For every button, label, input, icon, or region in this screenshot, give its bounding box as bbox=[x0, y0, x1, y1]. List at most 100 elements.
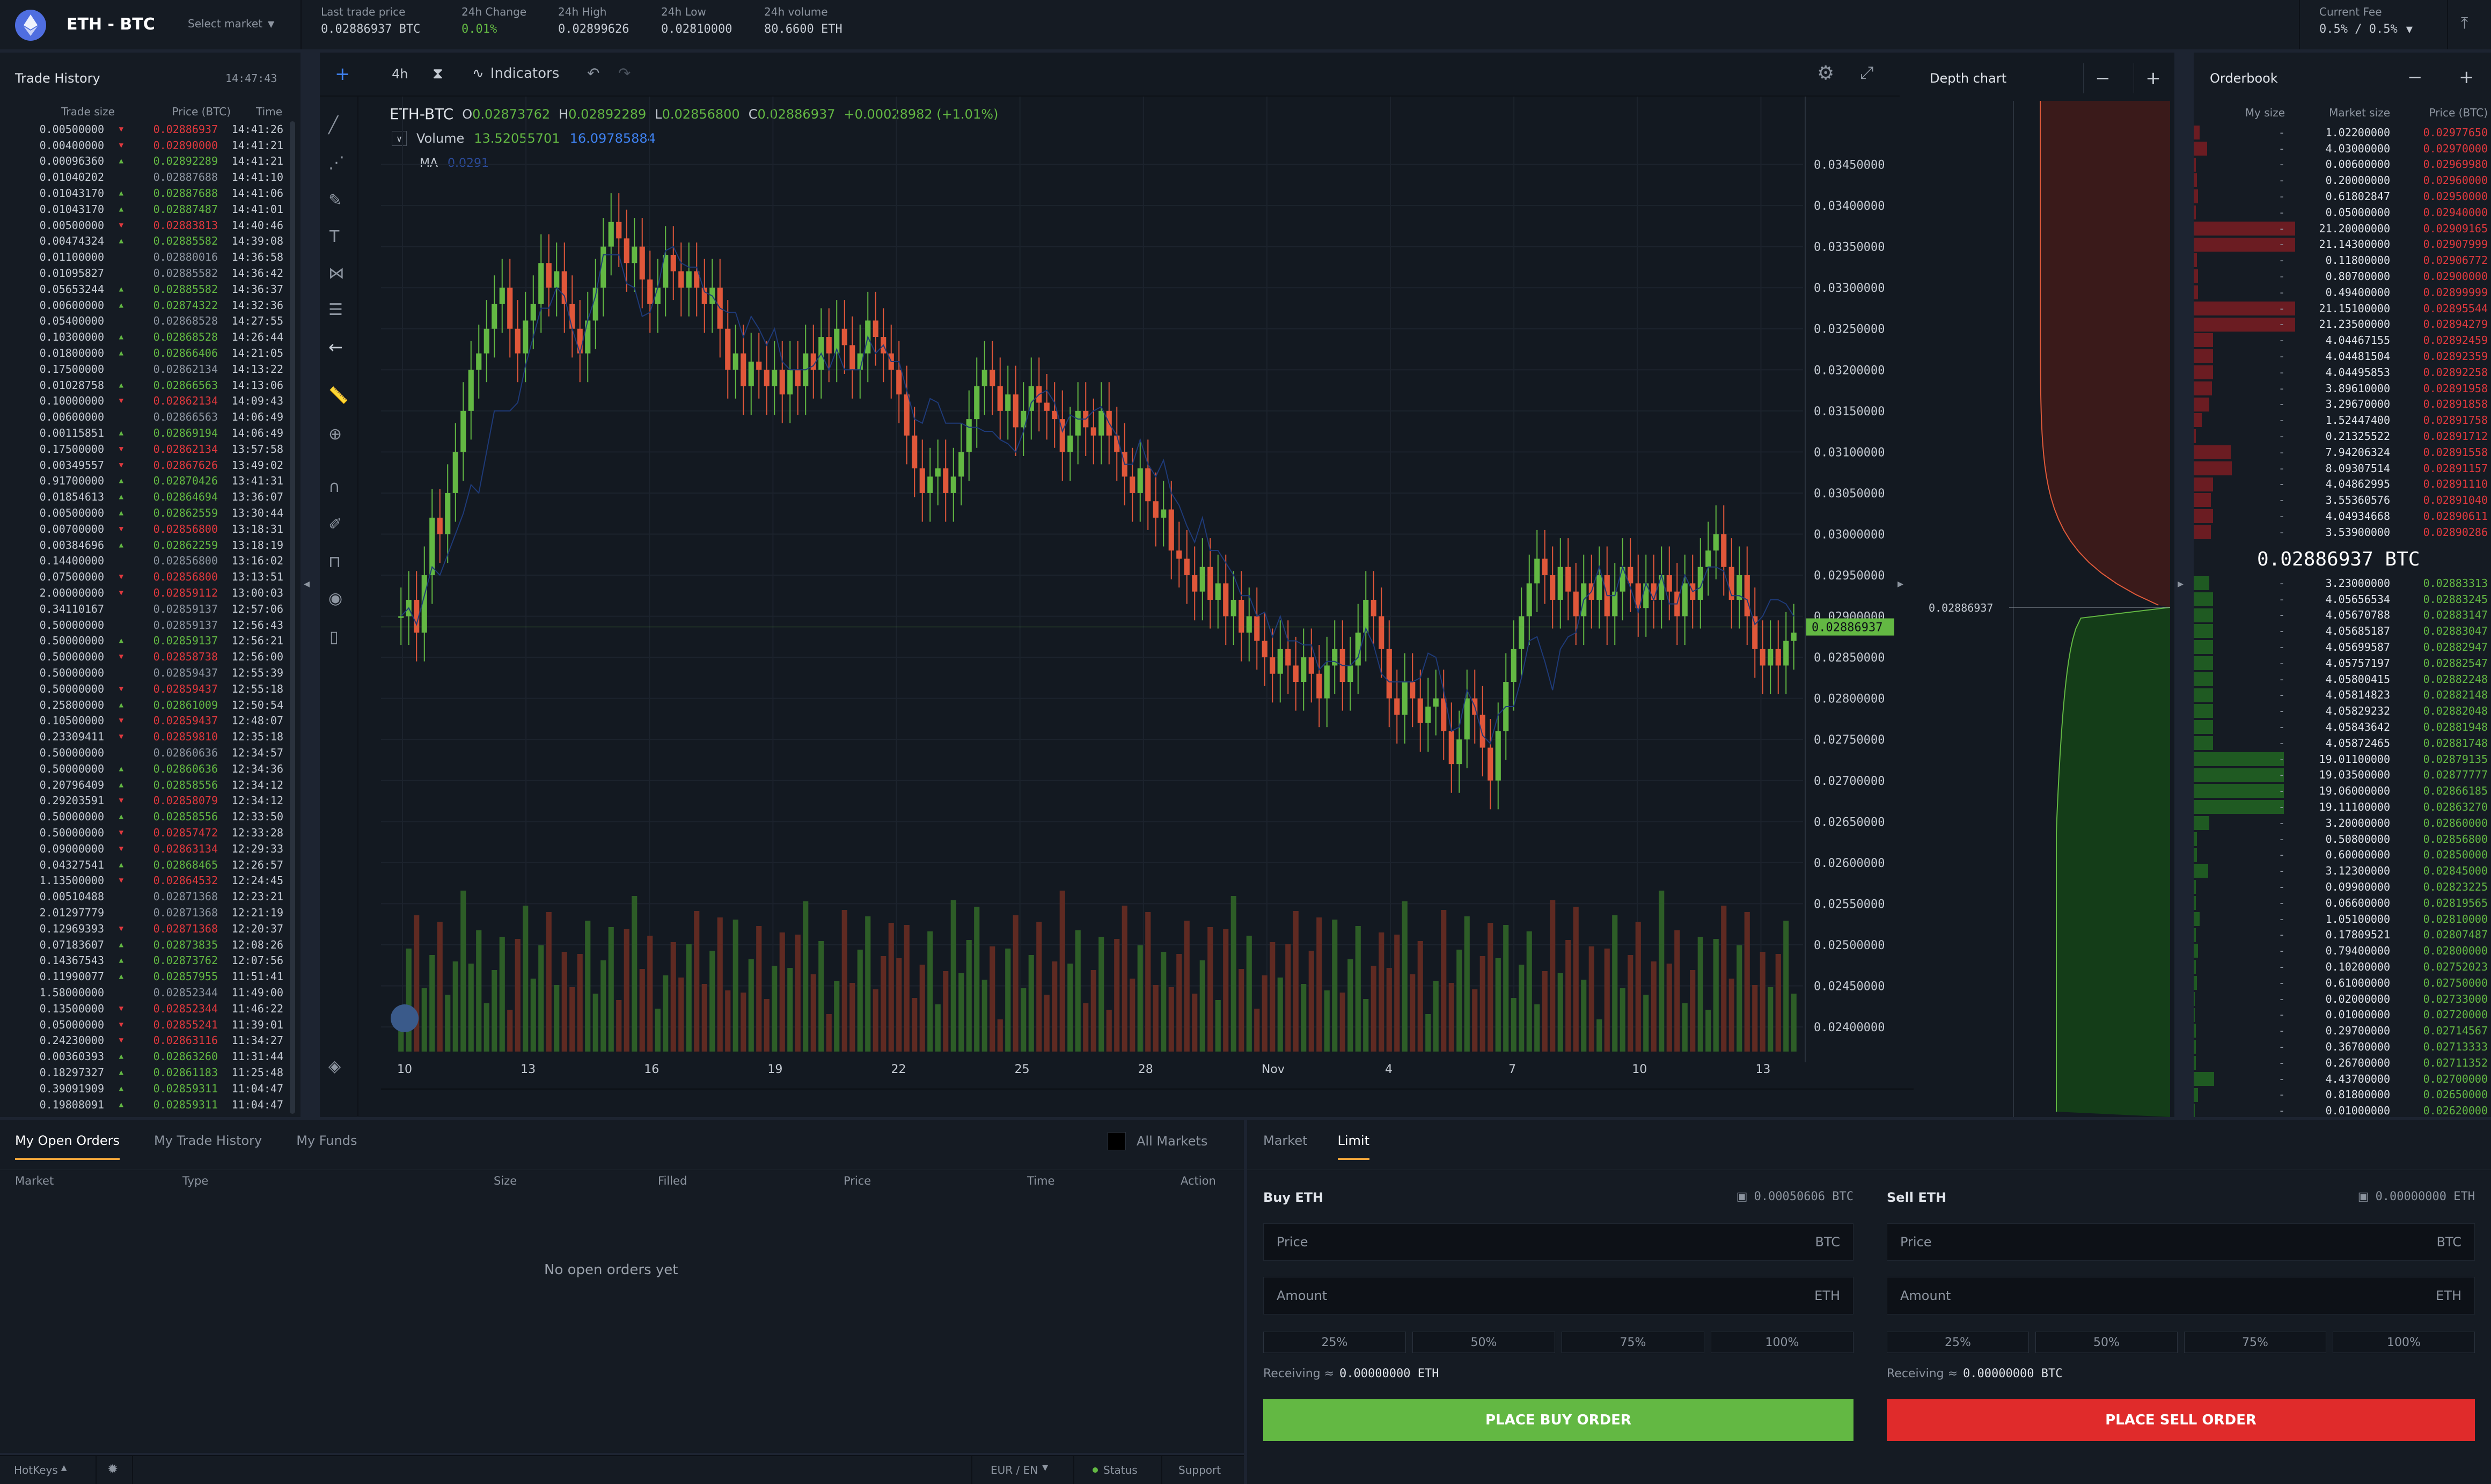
sell-amount-input[interactable]: Amount ETH bbox=[1887, 1277, 2475, 1314]
ask-row[interactable]: - 4.04467155 0.02892459 bbox=[2194, 332, 2491, 348]
locale-selector[interactable]: EUR / EN ▼ bbox=[991, 1464, 1048, 1476]
ask-row[interactable]: - 1.52447400 0.02891758 bbox=[2194, 412, 2491, 428]
pct-25-button[interactable]: 25% bbox=[1887, 1332, 2029, 1353]
bid-row[interactable]: - 3.12300000 0.02845000 bbox=[2194, 863, 2491, 879]
checkbox[interactable] bbox=[1108, 1132, 1126, 1150]
bid-row[interactable]: - 4.05800415 0.02882248 bbox=[2194, 671, 2491, 687]
pct-50-button[interactable]: 50% bbox=[1412, 1332, 1555, 1353]
ask-row[interactable]: - 3.89610000 0.02891958 bbox=[2194, 380, 2491, 396]
collapse-icon[interactable]: ∨ bbox=[392, 131, 407, 146]
ask-row[interactable]: - 4.04934668 0.02890611 bbox=[2194, 508, 2491, 524]
bid-row[interactable]: - 4.05872465 0.02881748 bbox=[2194, 735, 2491, 751]
settings-icon[interactable]: ⚙ bbox=[1817, 62, 1835, 84]
buy-price-input[interactable]: Price BTC bbox=[1263, 1223, 1853, 1261]
zoom-in-button[interactable]: + bbox=[2459, 67, 2474, 88]
bid-row[interactable]: - 4.05685187 0.02883047 bbox=[2194, 623, 2491, 639]
ask-row[interactable]: - 7.94206324 0.02891558 bbox=[2194, 444, 2491, 460]
bid-row[interactable]: - 19.11100000 0.02863270 bbox=[2194, 799, 2491, 815]
ask-row[interactable]: - 0.80700000 0.02900000 bbox=[2194, 268, 2491, 284]
pct-75-button[interactable]: 75% bbox=[1562, 1332, 1704, 1353]
bid-row[interactable]: - 0.01000000 0.02620000 bbox=[2194, 1103, 2491, 1117]
bid-row[interactable]: - 0.50800000 0.02856800 bbox=[2194, 831, 2491, 847]
bid-row[interactable]: - 0.79400000 0.02800000 bbox=[2194, 943, 2491, 959]
ask-row[interactable]: - 4.04495853 0.02892258 bbox=[2194, 364, 2491, 380]
select-market-dropdown[interactable]: Select market ▼ bbox=[188, 17, 274, 30]
depth-chart[interactable]: 0.02886937 bbox=[1914, 101, 2174, 1117]
ask-row[interactable]: - 0.21325522 0.02891712 bbox=[2194, 428, 2491, 444]
zoom-out-button[interactable]: − bbox=[2407, 67, 2423, 88]
place-sell-order-button[interactable]: PLACE SELL ORDER bbox=[1887, 1399, 2475, 1441]
candlestick-chart[interactable]: 0.03450000 0.03400000 0.03350000 0.03300000… bbox=[381, 97, 1934, 1111]
back-arrow-icon[interactable]: ← bbox=[328, 337, 343, 357]
lock-pencil-icon[interactable]: ✐ bbox=[328, 515, 342, 534]
bid-row[interactable]: - 0.29700000 0.02714567 bbox=[2194, 1023, 2491, 1039]
ask-row[interactable]: - 21.20000000 0.02909165 bbox=[2194, 221, 2491, 237]
bid-row[interactable]: - 4.05843642 0.02881948 bbox=[2194, 719, 2491, 735]
bid-row[interactable]: - 0.02000000 0.02733000 bbox=[2194, 991, 2491, 1007]
tab-market[interactable]: Market bbox=[1263, 1133, 1308, 1148]
tab-limit[interactable]: Limit bbox=[1337, 1133, 1369, 1160]
ask-row[interactable]: - 0.11800000 0.02906772 bbox=[2194, 252, 2491, 268]
fib-tool-icon[interactable]: ⋰ bbox=[328, 153, 345, 172]
ask-row[interactable]: - 0.05000000 0.02940000 bbox=[2194, 204, 2491, 221]
bid-row[interactable]: - 3.20000000 0.02860000 bbox=[2194, 815, 2491, 831]
text-tool-icon[interactable]: T bbox=[329, 227, 340, 246]
bid-row[interactable]: - 4.43700000 0.02700000 bbox=[2194, 1071, 2491, 1087]
theme-icon[interactable]: ✹ bbox=[107, 1461, 119, 1476]
ask-row[interactable]: - 21.23500000 0.02894279 bbox=[2194, 317, 2491, 333]
all-markets-toggle[interactable]: All Markets bbox=[1108, 1132, 1207, 1150]
zoom-icon[interactable]: ⊕ bbox=[328, 425, 342, 444]
ask-row[interactable]: - 21.15100000 0.02895544 bbox=[2194, 300, 2491, 317]
lock-icon[interactable]: ⊓ bbox=[328, 553, 341, 571]
buy-amount-input[interactable]: Amount ETH bbox=[1263, 1277, 1853, 1314]
bid-row[interactable]: - 4.05670788 0.02883147 bbox=[2194, 607, 2491, 623]
redo-icon[interactable]: ↷ bbox=[618, 64, 631, 82]
indicators-button[interactable]: ∿ Indicators bbox=[472, 65, 559, 82]
pct-25-button[interactable]: 25% bbox=[1263, 1332, 1406, 1353]
brush-icon[interactable]: ✎ bbox=[328, 191, 342, 210]
trash-icon[interactable]: ▯ bbox=[329, 628, 339, 647]
pattern-icon[interactable]: ⋈ bbox=[328, 264, 345, 283]
bid-row[interactable]: - 4.05656534 0.02883245 bbox=[2194, 591, 2491, 607]
bid-row[interactable]: - 4.05757197 0.02882547 bbox=[2194, 655, 2491, 671]
bid-row[interactable]: - 0.60000000 0.02850000 bbox=[2194, 847, 2491, 863]
ask-row[interactable]: - 1.02200000 0.02977650 bbox=[2194, 124, 2491, 141]
fullscreen-icon[interactable]: ⤢ bbox=[1860, 62, 1874, 83]
ask-row[interactable]: - 3.55360576 0.02891040 bbox=[2194, 492, 2491, 508]
collapse-right-icon[interactable]: ▸ bbox=[1897, 577, 1904, 591]
collapse-right-icon[interactable]: ▸ bbox=[2178, 577, 2184, 591]
ask-row[interactable]: - 8.09307514 0.02891157 bbox=[2194, 460, 2491, 476]
layers-icon[interactable]: ◈ bbox=[328, 1057, 341, 1076]
place-buy-order-button[interactable]: PLACE BUY ORDER bbox=[1263, 1399, 1853, 1441]
bid-row[interactable]: - 0.26700000 0.02711352 bbox=[2194, 1055, 2491, 1071]
pct-100-button[interactable]: 100% bbox=[1711, 1332, 1853, 1353]
status-link[interactable]: Status bbox=[1093, 1464, 1138, 1476]
tab-my-funds[interactable]: My Funds bbox=[296, 1133, 357, 1148]
undo-icon[interactable]: ↶ bbox=[587, 64, 600, 82]
bid-row[interactable]: - 0.17809521 0.02807487 bbox=[2194, 927, 2491, 943]
zoom-out-button[interactable]: − bbox=[2083, 63, 2122, 93]
eye-icon[interactable]: ◉ bbox=[328, 589, 343, 608]
bid-row[interactable]: - 0.09900000 0.02823225 bbox=[2194, 879, 2491, 895]
bid-row[interactable]: - 0.10200000 0.02752023 bbox=[2194, 959, 2491, 975]
bid-row[interactable]: - 19.01100000 0.02879135 bbox=[2194, 751, 2491, 767]
ask-row[interactable]: - 0.00600000 0.02969980 bbox=[2194, 157, 2491, 173]
bid-row[interactable]: - 19.03500000 0.02877777 bbox=[2194, 767, 2491, 783]
ask-row[interactable]: - 21.14300000 0.02907999 bbox=[2194, 237, 2491, 253]
ask-row[interactable]: - 4.04862995 0.02891110 bbox=[2194, 476, 2491, 493]
bid-row[interactable]: - 0.61000000 0.02750000 bbox=[2194, 975, 2491, 991]
ask-row[interactable]: - 4.03000000 0.02970000 bbox=[2194, 141, 2491, 157]
zoom-in-button[interactable]: + bbox=[2134, 63, 2172, 93]
bid-row[interactable]: - 4.05699587 0.02882947 bbox=[2194, 639, 2491, 655]
ask-row[interactable]: - 0.49400000 0.02899999 bbox=[2194, 284, 2491, 300]
bid-row[interactable]: - 19.06000000 0.02866185 bbox=[2194, 783, 2491, 799]
bid-row[interactable]: - 4.05829232 0.02882048 bbox=[2194, 703, 2491, 719]
interval-selector[interactable]: 4h bbox=[392, 67, 408, 82]
bid-row[interactable]: - 0.01000000 0.02720000 bbox=[2194, 1007, 2491, 1023]
bid-row[interactable]: - 0.06600000 0.02819565 bbox=[2194, 895, 2491, 911]
ask-row[interactable]: - 4.04481504 0.02892359 bbox=[2194, 348, 2491, 364]
bid-row[interactable]: - 0.36700000 0.02713333 bbox=[2194, 1039, 2491, 1055]
tab-open-orders[interactable]: My Open Orders bbox=[15, 1133, 120, 1160]
trend-line-icon[interactable]: ╱ bbox=[328, 116, 339, 135]
candle-type-icon[interactable]: ⧗ bbox=[433, 64, 443, 82]
